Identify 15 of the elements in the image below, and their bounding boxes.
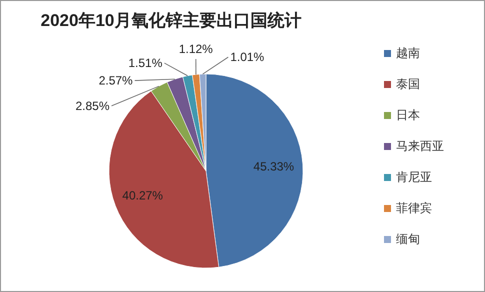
- legend-label: 马来西亚: [396, 138, 444, 154]
- legend-label: 泰国: [396, 76, 420, 92]
- data-label: 45.33%: [253, 159, 294, 174]
- legend-label: 肯尼亚: [396, 168, 432, 186]
- data-label: 2.85%: [75, 98, 110, 113]
- legend-label: 菲律宾: [396, 200, 432, 216]
- data-label: 1.12%: [178, 42, 214, 56]
- data-label: 40.27%: [122, 188, 164, 202]
- data-label: 1.01%: [230, 50, 265, 64]
- data-label: 2.57%: [98, 74, 134, 88]
- chart-title: 2020年10月氧化锌主要出口国统计: [40, 10, 302, 32]
- legend-label: 缅甸: [396, 230, 420, 248]
- data-label: 1.51%: [128, 56, 163, 70]
- legend-label: 日本: [396, 106, 420, 124]
- legend-label: 越南: [396, 44, 420, 62]
